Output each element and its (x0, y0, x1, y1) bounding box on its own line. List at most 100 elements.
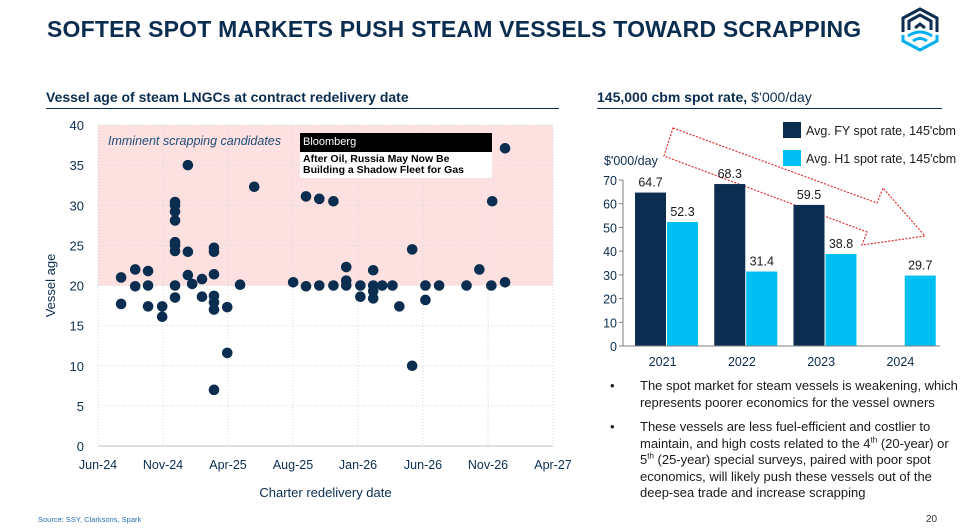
data-point (340, 280, 352, 291)
company-logo (895, 4, 945, 59)
legend-label: Avg. H1 spot rate, 145'cbm (806, 152, 956, 166)
data-point (115, 272, 127, 283)
bullet-text: These vessels are less fuel-efficient an… (640, 419, 960, 502)
data-point (129, 281, 141, 292)
bar-h1 (746, 271, 778, 346)
data-point (142, 265, 154, 277)
data-point (406, 360, 418, 372)
bullet-item: • These vessels are less fuel-efficient a… (610, 419, 960, 502)
bar-h1 (825, 253, 857, 346)
x-tick-label: 2024 (886, 355, 914, 369)
superscript: th (870, 435, 878, 445)
y-tick-label: 60 (603, 198, 617, 212)
text-segment: (20-year) or 5 (640, 435, 949, 468)
data-point (221, 347, 233, 359)
data-point (196, 273, 208, 285)
bar-value-label: 59.5 (797, 188, 821, 202)
data-point (420, 294, 431, 306)
news-source: Bloomberg (300, 133, 492, 152)
bar-fy (635, 192, 666, 346)
bar-value-label: 29.7 (908, 259, 932, 273)
bullet-dot: • (610, 419, 615, 434)
bar-value-label: 52.3 (670, 205, 694, 219)
data-point (208, 384, 220, 396)
data-point (169, 245, 181, 257)
data-point (376, 280, 388, 291)
data-point (169, 280, 181, 291)
data-point (406, 244, 418, 255)
data-point (129, 264, 141, 275)
data-point (328, 195, 339, 207)
data-point (208, 246, 220, 258)
data-point (169, 292, 181, 303)
data-point (387, 280, 398, 291)
legend-swatch (783, 150, 801, 166)
x-tick-label: 2022 (728, 355, 756, 369)
bar-value-label: 31.4 (750, 255, 774, 269)
data-point (300, 281, 312, 292)
data-point (499, 276, 511, 288)
data-point (313, 193, 325, 205)
text-segment: The spot market for steam vessels is wea… (640, 378, 958, 410)
data-point (474, 264, 485, 275)
data-point (156, 311, 168, 323)
data-point (248, 181, 260, 193)
bar-h1 (667, 221, 698, 346)
data-point (486, 280, 497, 291)
y-tick-label: 25 (70, 238, 84, 253)
data-point (394, 301, 405, 312)
y-tick-label: 0 (77, 439, 84, 454)
data-point (287, 276, 299, 288)
legend-swatch (783, 122, 801, 138)
bar-h1 (904, 275, 936, 346)
y-tick-label: 40 (70, 118, 84, 133)
data-point (461, 280, 472, 291)
x-tick-label: Jun-26 (404, 458, 442, 472)
data-point (142, 301, 154, 312)
data-point (182, 159, 194, 171)
y-tick-label: 0 (610, 340, 617, 354)
data-point (196, 291, 208, 303)
bullet-dot: • (610, 378, 615, 393)
source-note: Source: SSY, Clarksons, Spark (38, 515, 142, 524)
data-point (313, 280, 325, 291)
y-tick-label: 50 (603, 221, 617, 235)
page-title: SOFTER SPOT MARKETS PUSH STEAM VESSELS T… (47, 16, 862, 42)
data-point (355, 280, 366, 291)
y-tick-label: 30 (603, 269, 617, 283)
superscript: th (647, 451, 654, 461)
bar-value-label: 68.3 (718, 167, 742, 181)
data-point (367, 264, 379, 276)
x-axis-title: Charter redelivery date (259, 485, 391, 500)
data-point (433, 280, 445, 291)
y-axis-title: Vessel age (43, 254, 58, 318)
news-headline: After Oil, Russia May Now Be Building a … (300, 152, 492, 178)
data-point (182, 269, 194, 281)
page-number: 20 (926, 514, 938, 525)
y-tick-label: 5 (77, 399, 84, 414)
y-tick-label: 20 (603, 293, 617, 307)
data-point (420, 280, 431, 291)
y-tick-label: 10 (70, 359, 84, 374)
bar-fy (793, 204, 825, 346)
x-tick-label: Jun-24 (79, 458, 117, 472)
data-point (156, 301, 168, 312)
data-point (367, 293, 379, 304)
x-tick-label: 2023 (807, 355, 835, 369)
y-tick-label: 40 (603, 245, 617, 259)
legend-label: Avg. FY spot rate, 145'cbm (806, 124, 956, 138)
y-tick-label: 30 (70, 198, 84, 213)
text-segment: (25-year) special surveys, paired with p… (640, 452, 932, 500)
bar-heading: 145,000 cbm spot rate, $’000/day (597, 89, 812, 105)
bullet-item: • The spot market for steam vessels is we… (610, 378, 960, 411)
data-point (142, 280, 154, 291)
trend-arrow (663, 127, 927, 246)
bullet-list: • The spot market for steam vessels is we… (610, 378, 960, 510)
data-point (169, 206, 181, 217)
x-tick-label: Aug-25 (273, 458, 313, 472)
y-tick-label: 15 (70, 319, 84, 334)
data-point (234, 279, 246, 290)
data-point (328, 280, 339, 291)
